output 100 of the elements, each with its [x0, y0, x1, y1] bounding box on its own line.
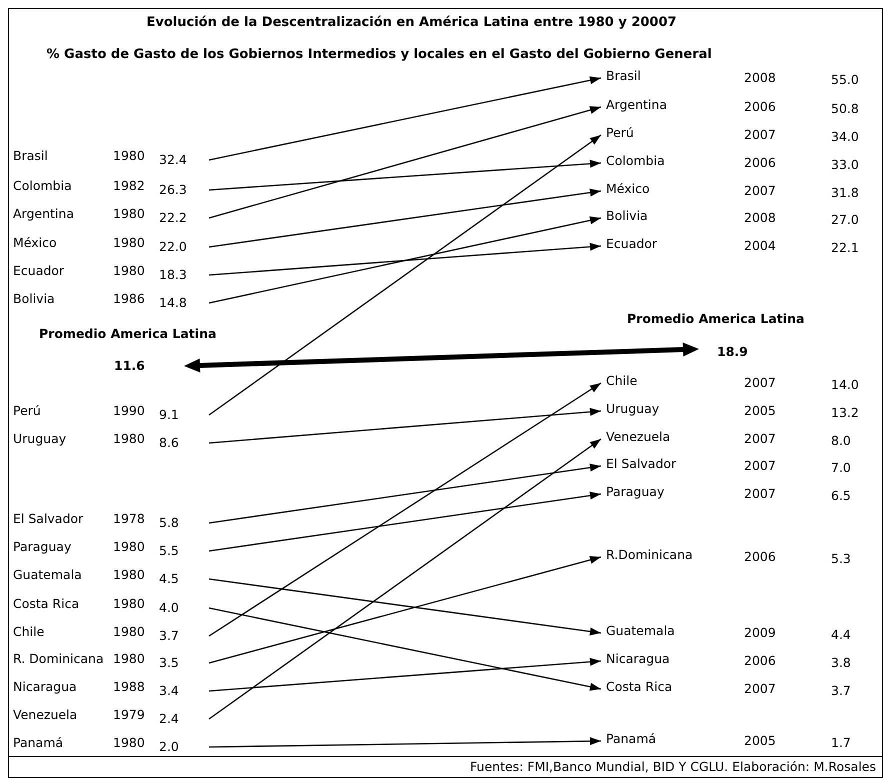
data-label: 1980 [113, 234, 145, 252]
data-label: 8.0 [831, 432, 851, 450]
data-label: 2007 [744, 485, 776, 503]
data-label: 31.8 [831, 184, 859, 202]
data-label: 22.2 [159, 209, 187, 227]
data-label: 22.1 [831, 239, 859, 257]
data-label: 2006 [744, 652, 776, 670]
data-label: 5.8 [159, 514, 179, 532]
data-label: 1980 [113, 650, 145, 668]
data-label: 26.3 [159, 181, 187, 199]
data-label: 2007 [744, 680, 776, 698]
category-label: Venezuela [13, 706, 78, 724]
data-label: 2007 [744, 126, 776, 144]
text: % Gasto de Gasto de los Gobiernos Intermedios y locales en el Gasto del Gobierno General [46, 46, 712, 64]
data-label: 3.5 [159, 654, 179, 672]
text: 11.6 [114, 357, 145, 375]
category-label: Brasil [606, 67, 641, 85]
data-label: 2008 [744, 69, 776, 87]
data-label: 14.8 [159, 294, 187, 312]
data-label: 1980 [113, 734, 145, 752]
data-label: 2008 [744, 209, 776, 227]
category-label: Brasil [13, 147, 48, 165]
data-label: 1986 [113, 290, 145, 308]
data-label: 2009 [744, 624, 776, 642]
category-label: Panamá [606, 730, 656, 748]
data-label: 2007 [744, 430, 776, 448]
category-label: Ecuador [606, 235, 658, 253]
category-label: R. Dominicana [13, 650, 104, 668]
data-label: 1980 [113, 147, 145, 165]
category-label: Chile [13, 623, 44, 641]
data-label: 34.0 [831, 128, 859, 146]
data-label: 2005 [744, 402, 776, 420]
category-label: Nicaragua [606, 650, 670, 668]
data-label: 2.4 [159, 710, 179, 728]
data-label: 2.0 [159, 738, 179, 756]
category-label: Nicaragua [13, 678, 77, 696]
data-label: 3.7 [159, 627, 179, 645]
data-label: 1980 [113, 430, 145, 448]
category-label: Uruguay [606, 400, 660, 418]
text: 18.9 [717, 343, 748, 361]
data-label: 5.5 [159, 542, 179, 560]
text: Promedio America Latina [627, 310, 804, 328]
data-label: 27.0 [831, 211, 859, 229]
data-label: 1980 [113, 623, 145, 641]
data-label: 7.0 [831, 459, 851, 477]
category-label: Colombia [13, 177, 72, 195]
data-label: 1.7 [831, 734, 851, 752]
data-label: 1980 [113, 262, 145, 280]
category-label: Guatemala [606, 622, 675, 640]
data-label: 2006 [744, 154, 776, 172]
category-label: Perú [13, 402, 41, 420]
data-label: 3.8 [831, 654, 851, 672]
data-label: 2006 [744, 548, 776, 566]
category-label: Paraguay [13, 538, 72, 556]
data-label: 1980 [113, 595, 145, 613]
text: Evolución de la Descentralización en América Latina entre 1980 y 20007 [146, 14, 677, 32]
category-label: Chile [606, 372, 638, 390]
data-label: 32.4 [159, 151, 187, 169]
data-label: 1980 [113, 538, 145, 556]
category-label: Perú [606, 124, 634, 142]
category-label: El Salvador [13, 510, 84, 528]
source-note: Fuentes: FMI,Banco Mundial, BID Y CGLU. Elaboración: M.Rosales [470, 758, 876, 776]
category-label: Costa Rica [606, 678, 672, 696]
category-label: México [13, 234, 57, 252]
data-label: 2006 [744, 98, 776, 116]
text: Promedio America Latina [39, 325, 216, 343]
category-label: Uruguay [13, 430, 66, 448]
category-label: Paraguay [606, 483, 664, 501]
data-label: 1982 [113, 177, 145, 195]
data-label: 2005 [744, 732, 776, 750]
category-label: Venezuela [606, 428, 670, 446]
category-label: Bolivia [606, 207, 648, 225]
category-label: R.Dominicana [606, 546, 693, 564]
data-label: 1980 [113, 566, 145, 584]
data-label: 1979 [113, 706, 145, 724]
data-label: 50.8 [831, 100, 859, 118]
category-label: Colombia [606, 152, 665, 170]
category-label: Bolivia [13, 290, 55, 308]
data-label: 13.2 [831, 404, 859, 422]
data-label: 55.0 [831, 71, 859, 89]
data-label: 4.4 [831, 626, 851, 644]
data-label: 1978 [113, 510, 145, 528]
data-label: 2007 [744, 457, 776, 475]
category-label: Ecuador [13, 262, 64, 280]
data-label: 3.7 [831, 682, 851, 700]
data-label: 18.3 [159, 266, 187, 284]
category-label: El Salvador [606, 455, 676, 473]
category-label: Panamá [13, 734, 64, 752]
data-label: 2007 [744, 182, 776, 200]
data-label: 5.3 [831, 550, 851, 568]
category-label: Argentina [13, 205, 74, 223]
data-label: 2007 [744, 374, 776, 392]
data-label: 2004 [744, 237, 776, 255]
data-label: 1988 [113, 678, 145, 696]
data-label: 9.1 [159, 406, 179, 424]
data-label: 6.5 [831, 487, 851, 505]
category-label: Argentina [606, 96, 667, 114]
data-label: 14.0 [831, 376, 859, 394]
data-label: 4.0 [159, 599, 179, 617]
category-label: Costa Rica [13, 595, 80, 613]
